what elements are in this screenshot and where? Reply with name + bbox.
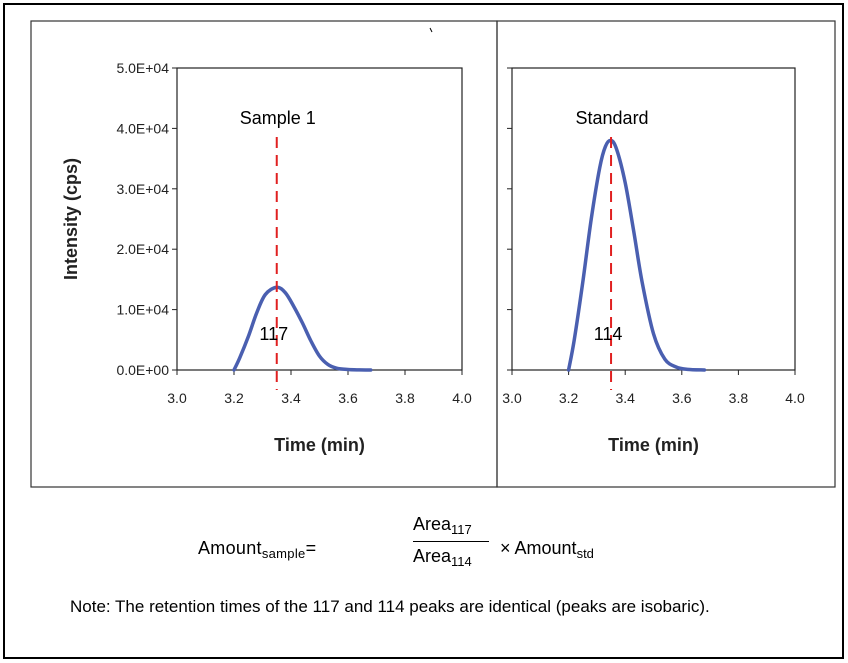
chart-standard: 3.0 3.2 3.4 3.6 3.8 4.0 Time (min) Standard 114 — [502, 67, 805, 455]
x-tick-label: 4.0 — [452, 390, 472, 406]
chart-sample: 3.0 3.2 3.4 3.6 3.8 4.0 0.0E+00 1.0E+04 2.0E+04 3… — [61, 60, 472, 455]
y-tick-label: 2.0E+04 — [116, 241, 169, 257]
chromatogram-figure: 3.0 3.2 3.4 3.6 3.8 4.0 0.0E+00 1.0E+04 2.0E+04 3… — [30, 20, 836, 488]
figure-frame — [3, 3, 844, 659]
peak-curve — [232, 285, 373, 372]
quantitation-formula: Amountsample= Area117 Area114 × Amountst… — [0, 508, 848, 578]
y-tick-label: 3.0E+04 — [116, 181, 169, 197]
x-tick-label: 3.8 — [395, 390, 415, 406]
formula-denominator: Area114 — [413, 546, 472, 569]
note-text: Note: The retention times of the 117 and… — [70, 597, 710, 616]
x-tick-label: 3.4 — [281, 390, 301, 406]
y-tick-label: 0.0E+00 — [116, 362, 169, 378]
panel-box-left — [30, 20, 498, 488]
formula-lhs: Amountsample= — [198, 538, 317, 561]
stray-mark — [429, 27, 433, 33]
peak-annotation-label: Sample 1 — [240, 108, 316, 128]
x-tick-label: 3.2 — [559, 390, 579, 406]
x-tick-label: 3.0 — [502, 390, 522, 406]
x-tick-label: 3.4 — [615, 390, 635, 406]
panel-box-right — [496, 20, 836, 488]
x-tick-label: 4.0 — [785, 390, 805, 406]
peak-mass-label: 117 — [259, 324, 288, 344]
y-tick-label: 4.0E+04 — [116, 120, 169, 136]
plot-area — [511, 67, 796, 371]
peak-curve — [566, 138, 707, 372]
peak-mass-label: 114 — [594, 324, 623, 344]
peak-annotation-label: Standard — [576, 108, 649, 128]
y-tick-label: 5.0E+04 — [116, 60, 169, 76]
plot-area — [176, 67, 463, 371]
x-tick-label: 3.0 — [167, 390, 187, 406]
y-tick-label: 1.0E+04 — [116, 302, 169, 318]
y-axis-label: Intensity (cps) — [61, 158, 81, 280]
x-axis-label: Time (min) — [608, 435, 699, 455]
x-axis-label: Time (min) — [274, 435, 365, 455]
formula-numerator: Area117 — [413, 514, 472, 537]
fraction-bar — [413, 541, 489, 542]
x-tick-label: 3.6 — [672, 390, 692, 406]
formula-rhs: × Amountstd — [500, 538, 594, 561]
x-tick-label: 3.2 — [224, 390, 244, 406]
x-tick-label: 3.6 — [338, 390, 358, 406]
x-tick-label: 3.8 — [729, 390, 749, 406]
